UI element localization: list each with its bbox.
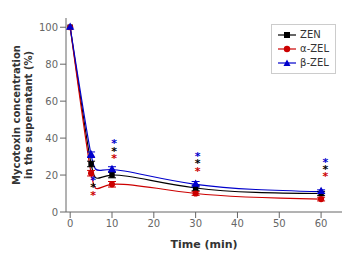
svg-text:Time (min): Time (min) — [170, 238, 237, 250]
svg-text:10: 10 — [106, 218, 119, 229]
svg-text:*: * — [111, 152, 117, 165]
svg-text:40: 40 — [45, 133, 58, 144]
svg-text:100: 100 — [39, 22, 58, 33]
svg-text:30: 30 — [189, 218, 202, 229]
svg-text:60: 60 — [45, 96, 58, 107]
svg-text:20: 20 — [147, 218, 160, 229]
svg-text:0: 0 — [52, 207, 58, 218]
svg-text:60: 60 — [315, 218, 328, 229]
svg-text:*: * — [90, 189, 96, 202]
svg-text:40: 40 — [231, 218, 244, 229]
svg-text:*: * — [322, 170, 328, 183]
html-text:α-ZEL: α-ZEL — [300, 43, 329, 54]
svg-text:Mycotoxin concentrationin the: Mycotoxin concentrationin the supernatan… — [11, 45, 34, 185]
svg-text:20: 20 — [45, 170, 58, 181]
svg-text:80: 80 — [45, 59, 58, 70]
svg-text:50: 50 — [273, 218, 286, 229]
svg-text:0: 0 — [67, 218, 73, 229]
svg-text:*: * — [195, 165, 201, 178]
html-text:β-ZEL: β-ZEL — [300, 57, 329, 68]
html-text:ZEN: ZEN — [300, 29, 321, 40]
